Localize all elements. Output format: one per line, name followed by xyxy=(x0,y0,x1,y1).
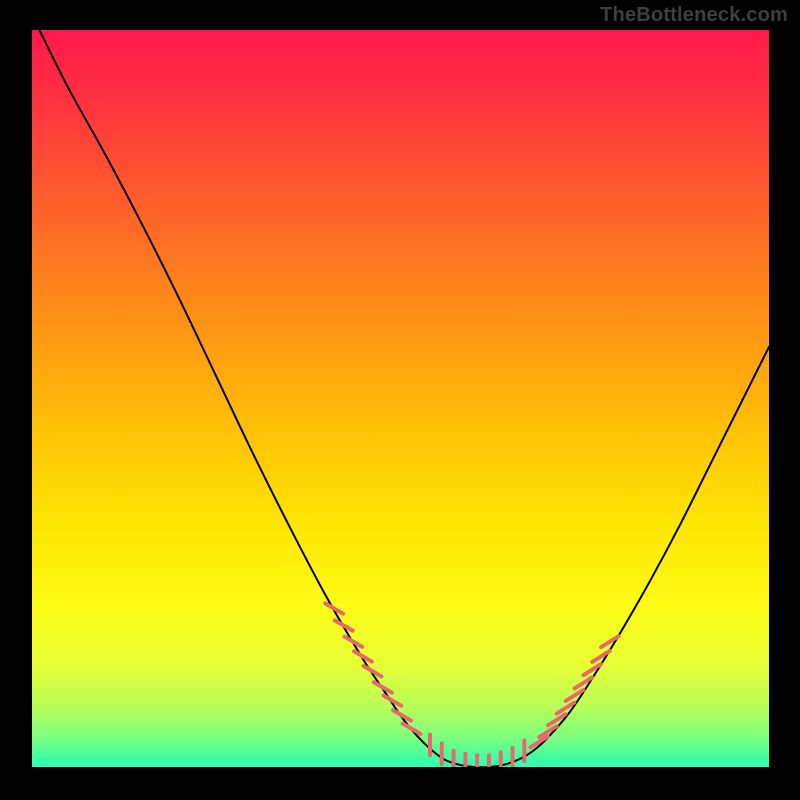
watermark-text: TheBottleneck.com xyxy=(600,4,788,27)
chart-plot-area xyxy=(32,30,769,767)
chart-svg xyxy=(32,30,769,767)
chart-background xyxy=(32,30,769,767)
